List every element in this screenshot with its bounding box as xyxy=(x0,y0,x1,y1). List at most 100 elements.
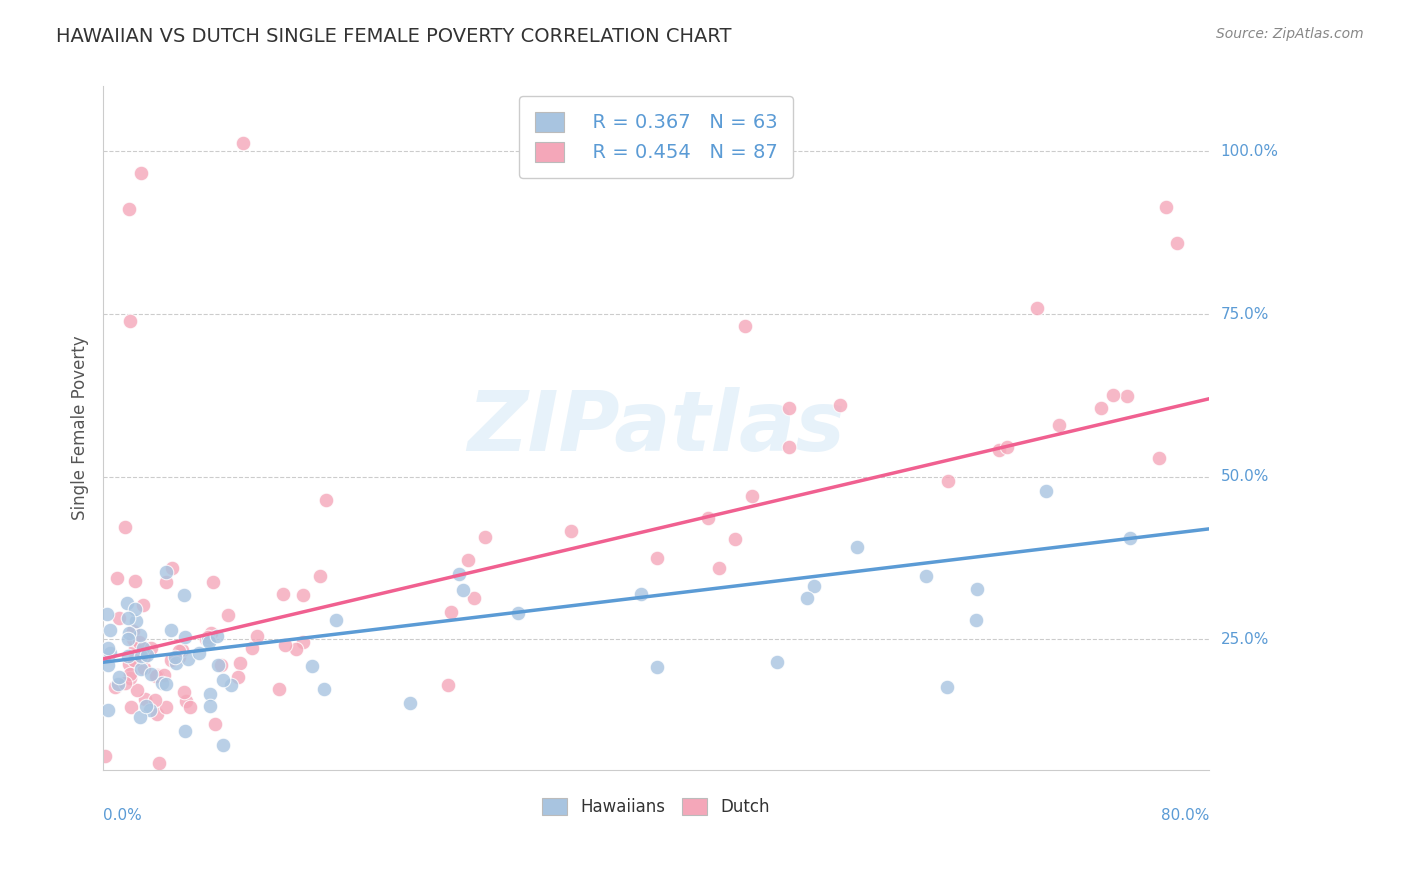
Point xyxy=(165,657,187,671)
Point xyxy=(436,678,458,692)
Point xyxy=(173,588,195,602)
Point xyxy=(447,567,470,582)
Point xyxy=(325,613,347,627)
Point xyxy=(914,568,936,582)
Point xyxy=(148,756,170,771)
Text: 80.0%: 80.0% xyxy=(1161,808,1209,823)
Point xyxy=(108,611,131,625)
Point xyxy=(741,489,763,503)
Point xyxy=(285,641,308,656)
Point xyxy=(645,659,668,673)
Point xyxy=(136,648,159,662)
Point xyxy=(188,646,211,660)
Text: HAWAIIAN VS DUTCH SINGLE FEMALE POVERTY CORRELATION CHART: HAWAIIAN VS DUTCH SINGLE FEMALE POVERTY … xyxy=(56,27,731,45)
Legend: Hawaiians, Dutch: Hawaiians, Dutch xyxy=(536,791,778,822)
Point xyxy=(129,710,152,724)
Point xyxy=(129,649,152,664)
Point xyxy=(1116,389,1139,403)
Text: ZIPatlas: ZIPatlas xyxy=(467,387,845,468)
Point xyxy=(174,631,197,645)
Point xyxy=(1147,451,1170,466)
Point xyxy=(778,440,800,454)
Point xyxy=(966,582,988,596)
Point xyxy=(226,670,249,684)
Point xyxy=(153,668,176,682)
Text: 100.0%: 100.0% xyxy=(1220,144,1278,159)
Point xyxy=(124,601,146,615)
Point xyxy=(645,550,668,565)
Point xyxy=(155,677,177,691)
Point xyxy=(457,553,479,567)
Point xyxy=(197,632,219,647)
Point xyxy=(207,629,229,643)
Point xyxy=(197,630,219,644)
Text: 0.0%: 0.0% xyxy=(103,808,142,823)
Point xyxy=(194,632,217,646)
Point xyxy=(122,624,145,639)
Point xyxy=(1026,301,1049,316)
Point xyxy=(114,520,136,534)
Point xyxy=(120,700,142,714)
Point xyxy=(172,643,194,657)
Point xyxy=(240,640,263,655)
Point xyxy=(97,658,120,673)
Point xyxy=(846,541,869,555)
Point xyxy=(94,749,117,764)
Point xyxy=(246,629,269,643)
Point xyxy=(232,136,254,151)
Point xyxy=(132,599,155,613)
Point xyxy=(135,699,157,714)
Point xyxy=(98,623,121,637)
Point xyxy=(440,605,463,619)
Point xyxy=(159,653,181,667)
Point xyxy=(734,319,756,334)
Point xyxy=(315,492,337,507)
Point xyxy=(118,314,141,328)
Point xyxy=(129,628,152,642)
Point xyxy=(938,474,960,488)
Point xyxy=(451,583,474,598)
Point xyxy=(207,658,229,673)
Point xyxy=(134,661,156,675)
Point xyxy=(1119,531,1142,545)
Point xyxy=(139,703,162,717)
Point xyxy=(129,165,152,179)
Point xyxy=(145,668,167,682)
Point xyxy=(201,574,224,589)
Point xyxy=(212,673,235,687)
Point xyxy=(160,623,183,637)
Point xyxy=(155,565,177,579)
Point xyxy=(229,656,252,670)
Point xyxy=(155,574,177,589)
Point xyxy=(160,561,183,575)
Point xyxy=(129,662,152,676)
Point xyxy=(506,606,529,620)
Point xyxy=(125,614,148,628)
Point xyxy=(117,202,139,217)
Point xyxy=(696,511,718,525)
Point xyxy=(127,682,149,697)
Point xyxy=(145,669,167,683)
Point xyxy=(630,587,652,601)
Point xyxy=(124,653,146,667)
Point xyxy=(139,667,162,681)
Point xyxy=(124,641,146,656)
Point xyxy=(1035,483,1057,498)
Point xyxy=(204,716,226,731)
Point xyxy=(118,666,141,681)
Point xyxy=(1154,200,1177,214)
Point xyxy=(97,703,120,717)
Point xyxy=(796,591,818,606)
Point xyxy=(179,700,201,714)
Point xyxy=(997,440,1019,454)
Point xyxy=(936,680,959,694)
Point xyxy=(117,649,139,664)
Point xyxy=(709,561,731,575)
Point xyxy=(122,632,145,647)
Point xyxy=(128,635,150,649)
Point xyxy=(146,706,169,721)
Point xyxy=(100,646,122,660)
Point xyxy=(163,649,186,664)
Point xyxy=(117,632,139,647)
Point xyxy=(209,657,232,672)
